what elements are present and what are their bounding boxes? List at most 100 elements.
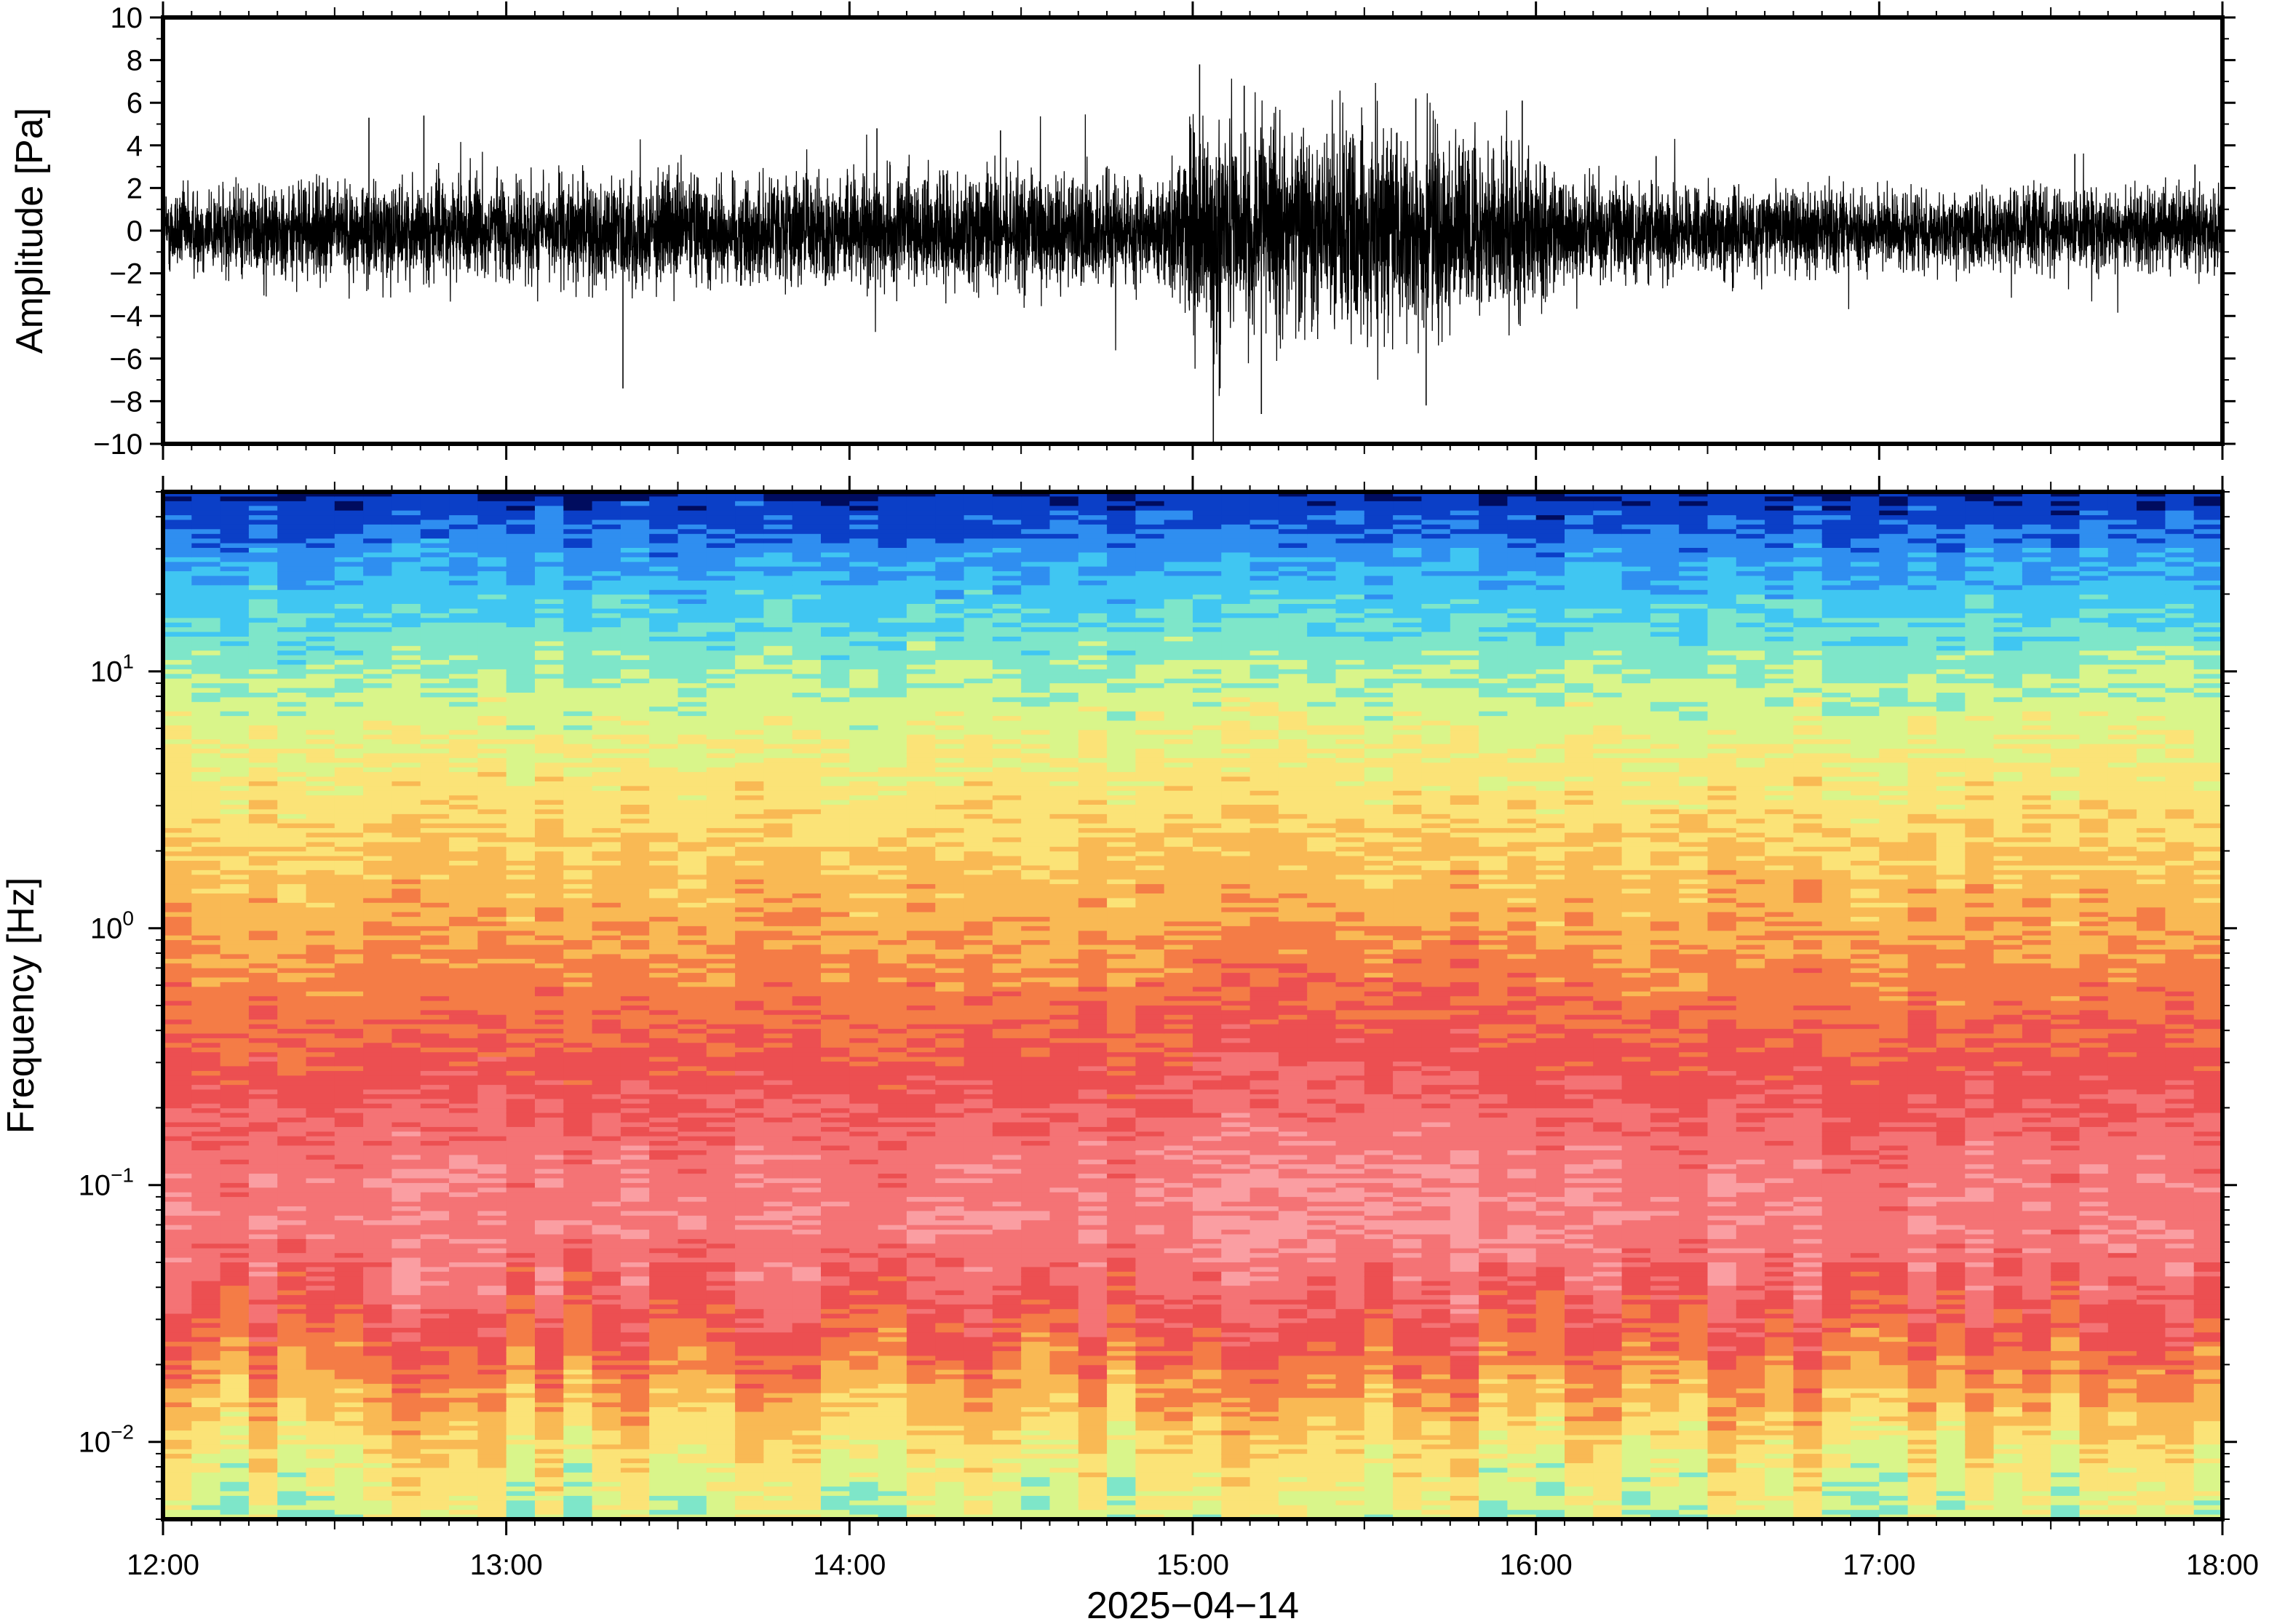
spectrogram-cell xyxy=(506,520,536,525)
spectrogram-cell xyxy=(277,744,307,749)
spectrogram-cell xyxy=(563,861,593,867)
spectrogram-cell xyxy=(392,664,421,670)
spectrogram-cell xyxy=(677,1075,707,1081)
spectrogram-cell xyxy=(506,1342,536,1348)
spectrogram-cell xyxy=(706,1099,736,1104)
spectrogram-cell xyxy=(506,1388,536,1394)
spectrogram-cell xyxy=(363,950,393,955)
spectrogram-cell xyxy=(392,1337,421,1342)
spectrogram-cell xyxy=(449,781,479,787)
spectrogram-cell xyxy=(535,678,565,684)
spectrogram-cell xyxy=(563,576,593,581)
spectrogram-cell xyxy=(563,1248,593,1254)
spectrogram-cell xyxy=(334,1038,364,1044)
spectrogram-cell xyxy=(306,1238,335,1245)
spectrogram-cell xyxy=(735,809,765,815)
spectrogram-cell xyxy=(363,1388,393,1394)
spectrogram-cell xyxy=(306,813,335,820)
spectrogram-cell xyxy=(735,730,765,736)
spectrogram-cell xyxy=(677,944,707,950)
spectrogram-cell xyxy=(706,757,736,763)
spectrogram-cell xyxy=(163,944,193,950)
spectrogram-cell xyxy=(248,931,278,936)
spectrogram-cell xyxy=(277,1388,307,1394)
spectrogram-cell xyxy=(535,1248,565,1254)
spectrogram-cell xyxy=(248,492,278,498)
spectrogram-cell xyxy=(306,1033,335,1039)
spectrogram-cell xyxy=(220,1182,250,1189)
spectrogram-cell xyxy=(620,749,650,755)
spectrogram-cell xyxy=(592,1075,621,1081)
spectrogram-cell xyxy=(220,1234,250,1240)
spectrogram-cell xyxy=(735,1164,765,1170)
spectrogram-cell xyxy=(477,1178,507,1184)
spectrogram-cell xyxy=(248,566,278,572)
spectrogram-cell xyxy=(220,837,250,843)
spectrogram-cell xyxy=(277,851,307,857)
spectrogram-heatmap xyxy=(163,492,2222,1519)
spectrogram-cell xyxy=(477,697,507,703)
spectrogram-cell xyxy=(649,907,679,913)
spectrogram-cell xyxy=(735,749,765,755)
spectrogram-cell xyxy=(306,730,335,736)
spectrogram-cell xyxy=(306,1052,335,1058)
spectrogram-cell xyxy=(191,987,221,992)
spectrogram-cell xyxy=(191,926,221,932)
spectrogram-cell xyxy=(592,944,621,950)
spectrogram-cell xyxy=(163,492,193,498)
spectrogram-cell xyxy=(392,501,421,506)
spectrogram-cell xyxy=(248,543,278,549)
spectrogram-cell xyxy=(191,1393,221,1398)
spectrogram-cell xyxy=(392,1491,421,1497)
spectrogram-cell xyxy=(735,641,765,647)
spectrogram-cell xyxy=(277,749,307,755)
spectrogram-cell xyxy=(363,832,393,838)
spectrogram-cell xyxy=(592,1047,621,1053)
spectrogram-cell xyxy=(334,786,364,792)
spectrogram-cell xyxy=(277,548,307,554)
spectrogram-cell xyxy=(506,1145,536,1151)
spectrogram-cell xyxy=(506,819,536,824)
spectrogram-cell xyxy=(163,674,193,680)
spectrogram-cell xyxy=(592,1356,621,1361)
spectrogram-cell xyxy=(535,968,565,974)
spectrogram-cell xyxy=(506,809,536,815)
spectrogram-cell xyxy=(277,683,307,689)
spectrogram-cell xyxy=(363,1276,393,1282)
spectrogram-cell xyxy=(306,1271,335,1277)
spectrogram-cell xyxy=(592,1337,621,1342)
spectrogram-cell xyxy=(620,813,650,820)
spectrogram-cell xyxy=(163,1309,193,1315)
spectrogram-cell xyxy=(363,749,393,755)
spectrogram-cell xyxy=(420,1294,450,1301)
spectrogram-cell xyxy=(706,1043,736,1048)
spectrogram-cell xyxy=(763,515,793,521)
spectrogram-cell xyxy=(392,1159,421,1165)
spectrogram-cell xyxy=(706,1350,736,1357)
spectrogram-cell xyxy=(449,819,479,824)
spectrogram-cell xyxy=(449,837,479,843)
spectrogram-cell xyxy=(220,1276,250,1282)
spectrogram-cell xyxy=(735,805,765,811)
spectrogram-cell xyxy=(248,1379,278,1385)
spectrogram-cell xyxy=(735,1155,765,1161)
spectrogram-cell xyxy=(306,1514,335,1519)
spectrogram-cell xyxy=(706,800,736,805)
spectrogram-cell xyxy=(620,1472,650,1478)
spectrogram-cell xyxy=(563,813,593,820)
spectrogram-cell xyxy=(306,1089,335,1095)
spectrogram-cell xyxy=(449,627,479,633)
spectrogram-cell xyxy=(735,1141,765,1147)
spectrogram-cell xyxy=(649,1267,679,1273)
spectrogram-cell xyxy=(677,861,707,867)
spectrogram-cell xyxy=(735,973,765,979)
spectrogram-cell xyxy=(620,637,650,642)
spectrogram-cell xyxy=(248,720,278,726)
spectrogram-cell xyxy=(620,1070,650,1077)
spectrogram-cell xyxy=(277,1468,307,1473)
spectrogram-cell xyxy=(449,1136,479,1142)
spectrogram-cell xyxy=(649,1505,679,1510)
spectrogram-cell xyxy=(592,1178,621,1184)
spectrogram-cell xyxy=(277,1062,307,1067)
spectrogram-cell xyxy=(449,795,479,801)
